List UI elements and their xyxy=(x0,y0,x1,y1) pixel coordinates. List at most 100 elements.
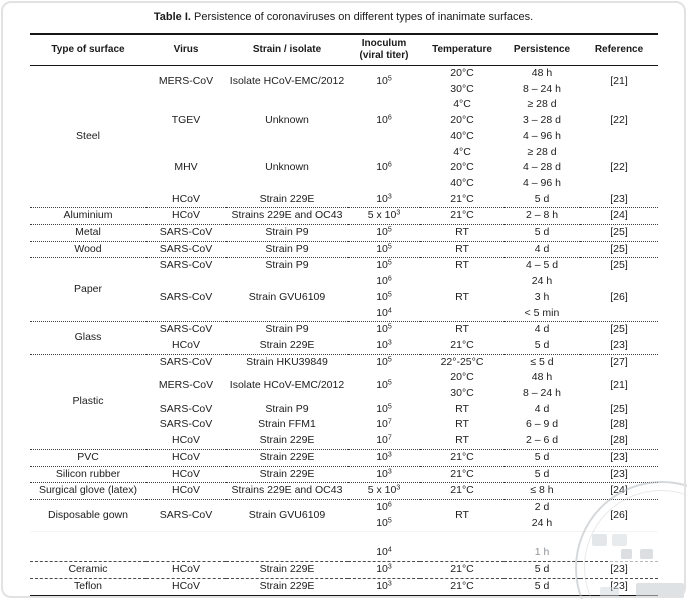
cell-temperature: RT xyxy=(455,402,469,415)
header-strain-isolate: Strain / isolate xyxy=(226,34,348,66)
cell-type-of-surface: Wood xyxy=(30,240,146,258)
cell-temperature: RT xyxy=(455,418,469,431)
cell-virus: MERS-CoV xyxy=(158,379,214,392)
cell-virus: SARS-CoV xyxy=(159,290,213,303)
header-inoculum: Inoculum (viral titer) xyxy=(348,34,420,66)
cell-strain-isolate: Strain GVU6109 xyxy=(248,290,326,303)
cell-temperature: 40°C xyxy=(450,176,474,189)
cell-persistence: 48 h xyxy=(531,67,553,79)
table-header: Type of surface Virus Strain / isolate Inoc… xyxy=(30,34,658,66)
cell-inoculum: 106 xyxy=(376,275,392,288)
cell-type-of-surface: Aluminium xyxy=(30,207,146,225)
cell-temperature: 22°-25°C xyxy=(420,353,504,371)
cell-reference: [25] xyxy=(580,257,658,275)
cell-persistence: 8 – 24 h xyxy=(523,387,561,400)
cell-inoculum: 106 xyxy=(376,161,392,174)
cell-strain-isolate: Strain 229E xyxy=(226,448,348,467)
table-row: 40°C 4 – 96 h xyxy=(30,129,658,145)
cell-temperature: 21°C xyxy=(420,482,504,500)
cell-strain-isolate: Strain P9 xyxy=(226,321,348,338)
cell-persistence: 2 – 8 h xyxy=(504,207,580,225)
section-silicon-rubber: Silicon rubber HCoV Strain 229E 103 21°C 5 d[… xyxy=(30,465,658,483)
section-surgical-glove-latex: Surgical glove (latex) HCoV Strains 229E a… xyxy=(30,482,658,500)
cell-reference: [22] xyxy=(610,161,628,174)
cell-temperature: RT xyxy=(420,240,504,258)
cell-persistence: 8 – 24 h xyxy=(523,82,561,95)
table-row: Silicon rubber HCoV Strain 229E 103 21°C 5 d[… xyxy=(30,465,658,483)
cell-type-of-surface: Disposable gown xyxy=(30,498,146,532)
cell-temperature: 30°C xyxy=(450,82,474,95)
table-row: 105 24 h xyxy=(30,516,658,532)
cell-persistence: 4 – 5 d xyxy=(504,257,580,275)
cell-reference: [23] xyxy=(610,192,628,205)
cell-inoculum: 106 xyxy=(348,498,420,516)
stitch-gap xyxy=(30,531,658,546)
table-title-label: Table I. xyxy=(153,11,191,23)
table-row: 104 1 h xyxy=(30,545,658,561)
cell-virus: SARS-CoV xyxy=(146,353,226,371)
table-row: HCoV Strain 229E 103 21°C 5 d [23] xyxy=(30,192,658,208)
cell-persistence: 24 h xyxy=(531,275,553,288)
cell-temperature: 4°C xyxy=(453,98,471,111)
cell-persistence: 48 h xyxy=(531,371,553,384)
cell-persistence: 4 d xyxy=(504,321,580,338)
cell-reference: [23] xyxy=(580,577,658,596)
cell-reference: [21] xyxy=(610,74,628,87)
table-row: SARS-CoV Strain GVU6109 106 RT 24 h [26] xyxy=(30,274,658,303)
cell-virus: SARS-CoV xyxy=(146,224,226,242)
table-row: 40°C 4 – 96 h xyxy=(30,176,658,192)
section-aluminium: Aluminium HCoV Strains 229E and OC43 5 x 10… xyxy=(30,207,658,225)
cell-inoculum: 105 xyxy=(348,321,420,338)
cell-type-of-surface: Teflon xyxy=(30,577,146,596)
cell-strain-isolate: Strains 229E and OC43 xyxy=(226,207,348,225)
cell-persistence: 2 – 6 d xyxy=(525,434,559,447)
cell-strain-isolate: Strain 229E xyxy=(259,192,315,205)
table-row: Steel MERS-CoV Isolate HCoV-EMC/2012 105 20°… xyxy=(30,66,658,142)
table-row: PVC HCoV Strain 229E 103 21°C 5 d [23] xyxy=(30,448,658,467)
cell-inoculum: 106 xyxy=(376,114,392,127)
cell-reference: [23] xyxy=(610,338,628,351)
cell-persistence: 5 d xyxy=(504,224,580,242)
section-ceramic: Ceramic HCoV Strain 229E 103 21°C 5 d [23] xyxy=(30,561,658,579)
cell-temperature: RT xyxy=(420,498,504,532)
cell-type-of-surface: Plastic xyxy=(30,353,146,450)
table-row: Ceramic HCoV Strain 229E 103 21°C 5 d [23] xyxy=(30,561,658,579)
cell-strain-isolate: Strain P9 xyxy=(226,240,348,258)
section-glass: Glass SARS-CoV Strain P9 105 RT 4 d [25] HCoV St… xyxy=(30,321,658,355)
persistence-table: Type of surface Virus Strain / isolate Inoc… xyxy=(30,33,658,597)
cell-temperature: RT xyxy=(420,257,504,275)
cell-virus: HCoV xyxy=(146,207,226,225)
table-row: Paper SARS-CoV Strain P9 105 RT 4 – 5 d [25] xyxy=(30,257,658,322)
cell-persistence: ≤ 5 d xyxy=(504,353,580,371)
table-row: Surgical glove (latex) HCoV Strains 229E a… xyxy=(30,482,658,500)
cell-virus: MERS-CoV xyxy=(158,74,214,87)
cell-strain-isolate: Strain 229E xyxy=(259,338,315,351)
table-row: SARS-CoV Strain FFM1 107 RT 6 – 9 d [28] xyxy=(30,417,658,433)
cell-temperature: 30°C xyxy=(450,387,474,400)
cell-strain-isolate: Strain 229E xyxy=(259,434,315,447)
cell-reference: [24] xyxy=(580,207,658,225)
cell-virus: SARS-CoV xyxy=(146,257,226,275)
table-row: Metal SARS-CoV Strain P9 105 RT 5 d [25] xyxy=(30,224,658,242)
cell-temperature: 21°C xyxy=(450,192,474,205)
cell-temperature: RT xyxy=(420,321,504,338)
cell-type-of-surface: Ceramic xyxy=(30,561,146,579)
cell-strain-isolate: Unknown xyxy=(265,161,309,174)
cell-virus: SARS-CoV xyxy=(146,498,226,532)
cell-strain-isolate: Strain HKU39849 xyxy=(226,353,348,371)
cell-temperature: 20°C xyxy=(450,114,474,127)
header-virus: Virus xyxy=(146,34,226,66)
cell-inoculum: 105 xyxy=(376,516,392,529)
cell-virus: HCoV xyxy=(146,465,226,483)
cell-persistence: 5 d xyxy=(504,577,580,596)
section-plastic: Plastic SARS-CoV Strain HKU39849 105 22°-25°… xyxy=(30,353,658,450)
table-row: HCoV Strain 229E 103 21°C 5 d [23] xyxy=(30,338,658,354)
cell-type-of-surface: Silicon rubber xyxy=(30,465,146,483)
table-row: 20°C 4 – 28 d xyxy=(30,160,658,176)
cell-temperature: 4°C xyxy=(453,145,471,158)
cell-inoculum: 105 xyxy=(348,353,420,371)
cell-inoculum: 103 xyxy=(348,577,420,596)
table-row: HCoV Strain 229E 107 RT 2 – 6 d [28] xyxy=(30,433,658,449)
cell-type-of-surface: Surgical glove (latex) xyxy=(30,482,146,500)
cell-temperature: 20°C xyxy=(450,67,474,79)
